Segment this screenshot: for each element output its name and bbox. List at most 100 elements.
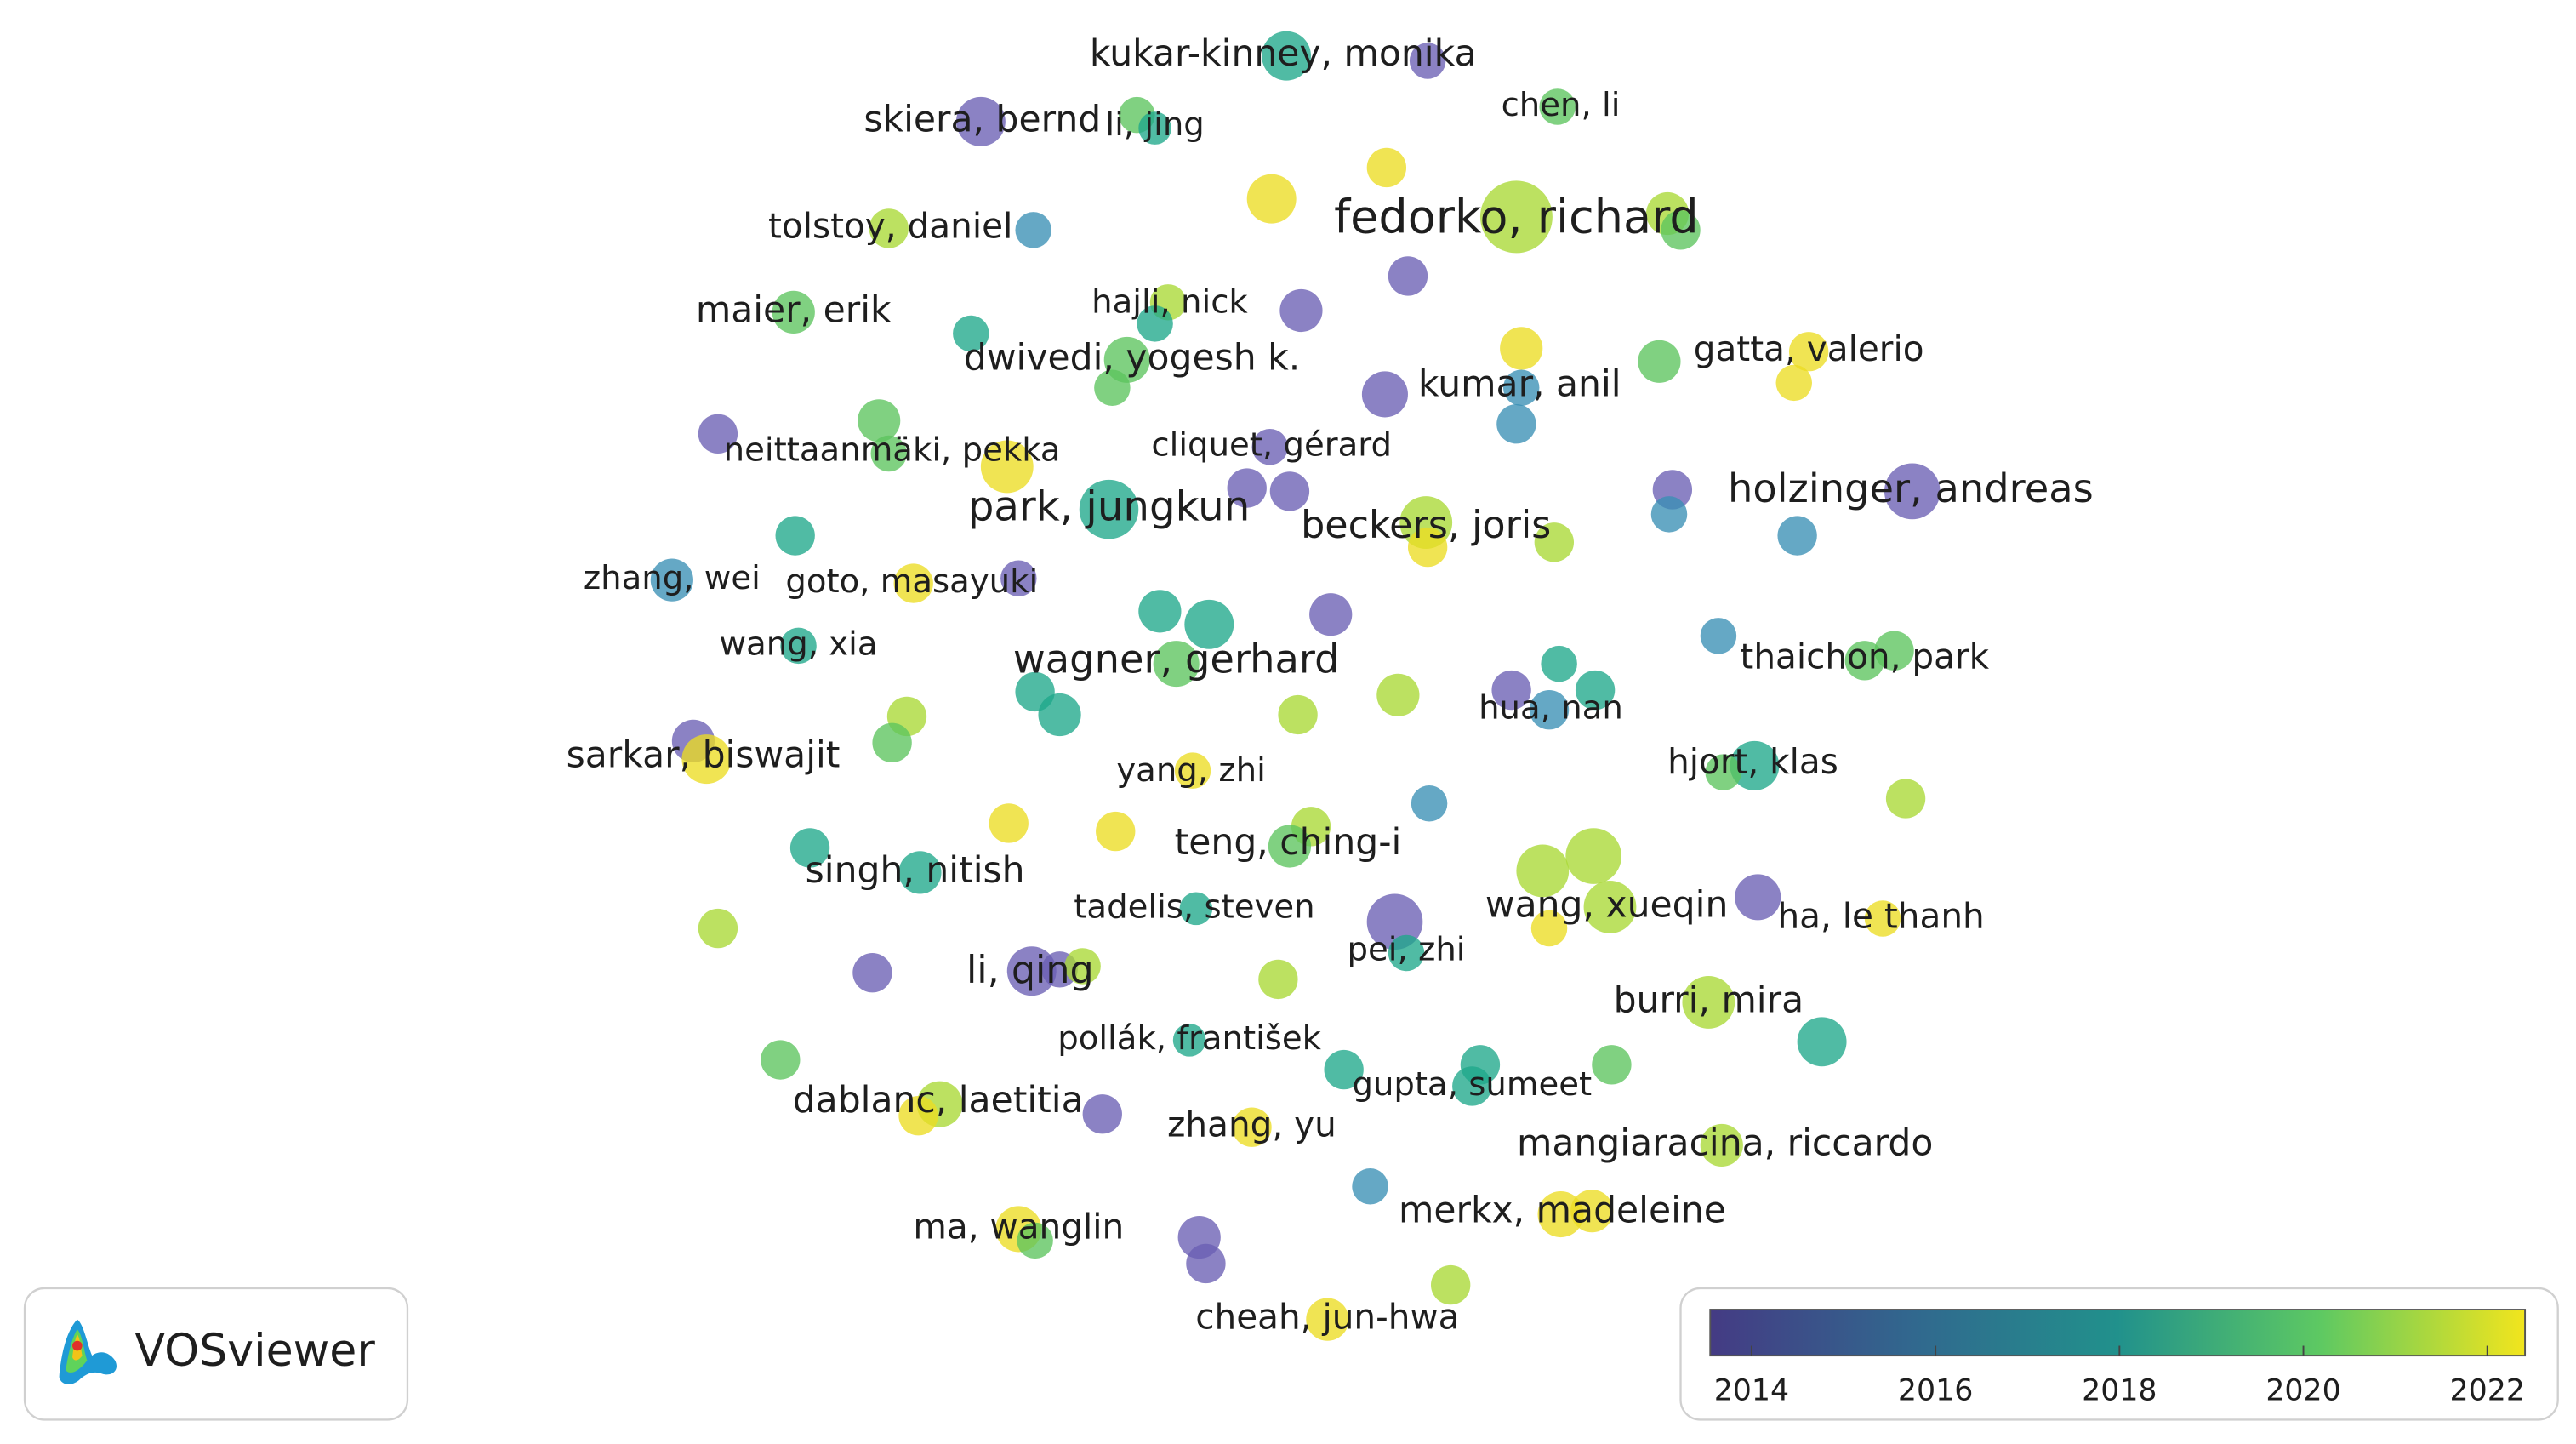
node-layer	[650, 31, 1941, 1341]
node	[1496, 404, 1536, 444]
node	[1179, 892, 1213, 926]
node	[650, 558, 693, 602]
node	[1638, 340, 1681, 383]
node	[1361, 371, 1408, 418]
node	[1324, 1049, 1364, 1090]
node-label: li, qing	[966, 949, 1094, 992]
node-label: wang, xia	[720, 625, 878, 663]
node	[1409, 43, 1446, 79]
node	[1700, 1123, 1743, 1167]
node	[1491, 670, 1531, 711]
node	[1864, 900, 1901, 937]
node	[1251, 429, 1288, 465]
node	[1000, 560, 1037, 596]
node	[780, 627, 817, 665]
node	[1137, 305, 1173, 342]
node	[898, 1096, 938, 1136]
node	[1777, 516, 1817, 556]
node-label: teng, ching-i	[1175, 822, 1402, 864]
node	[1575, 670, 1616, 711]
node-label: tolstoy, daniel	[768, 205, 1012, 246]
node	[1172, 1024, 1206, 1057]
node	[989, 803, 1029, 843]
brand-box	[23, 1287, 409, 1421]
node	[761, 1040, 801, 1080]
node	[1366, 147, 1407, 188]
node	[1306, 1298, 1349, 1341]
node	[1262, 31, 1312, 81]
color-tick-label: 2016	[1898, 1374, 1973, 1408]
node	[1661, 210, 1701, 250]
node	[1700, 618, 1737, 654]
node	[1534, 522, 1575, 562]
node-label: ma, wanglin	[913, 1206, 1124, 1247]
node	[1539, 88, 1576, 125]
node	[1529, 690, 1570, 730]
node	[1174, 752, 1211, 789]
node	[1082, 1094, 1122, 1134]
node	[1479, 180, 1553, 254]
node	[1735, 874, 1781, 921]
node	[898, 851, 942, 894]
node-label: neittaanmäki, pekka	[724, 431, 1061, 470]
node-label: pei, zhi	[1348, 931, 1466, 969]
node	[1884, 463, 1941, 520]
color-tick-label: 2014	[1714, 1374, 1789, 1408]
node	[852, 953, 892, 993]
node	[1006, 946, 1057, 996]
node	[1064, 948, 1101, 985]
node-label: chen, li	[1502, 86, 1621, 124]
node	[1388, 934, 1425, 972]
node-label: kumar, anil	[1418, 363, 1621, 405]
node	[1570, 1190, 1614, 1233]
node	[1583, 881, 1637, 933]
node	[681, 734, 732, 785]
node-label: goto, masayuki	[785, 562, 1038, 601]
node	[698, 414, 738, 454]
node	[1153, 641, 1200, 688]
node	[1268, 825, 1312, 868]
node	[1388, 256, 1428, 296]
node	[1502, 369, 1540, 406]
color-tick-label: 2020	[2265, 1374, 2340, 1408]
node	[1797, 1017, 1847, 1067]
node-label: holzinger, andreas	[1728, 465, 2094, 511]
node	[893, 563, 933, 603]
node-label: sarkar, biswajit	[567, 735, 841, 777]
node	[775, 516, 815, 556]
node	[872, 722, 912, 763]
node	[980, 440, 1034, 494]
node-label: cheah, jun-hwa	[1195, 1297, 1459, 1338]
node	[870, 435, 907, 472]
node-label: li, jing	[1105, 106, 1204, 144]
node-label: hjort, klas	[1667, 741, 1838, 782]
node-label: cliquet, gérard	[1151, 426, 1392, 465]
brand-logo	[59, 1319, 117, 1384]
node	[1411, 785, 1448, 822]
node	[1516, 844, 1570, 898]
node-label: beckers, joris	[1301, 504, 1551, 547]
node	[1592, 1045, 1632, 1085]
node	[1278, 694, 1318, 735]
brand-name: VOSviewer	[134, 1326, 375, 1377]
node	[772, 290, 815, 334]
color-tick-label: 2022	[2450, 1374, 2525, 1408]
node	[1138, 590, 1182, 633]
node	[1376, 673, 1420, 716]
node-label: park, jungkun	[968, 483, 1251, 531]
node	[955, 96, 1006, 146]
node-label: tadelis, steven	[1074, 888, 1314, 926]
node	[1650, 496, 1688, 533]
node-label: pollák, františek	[1057, 1019, 1321, 1058]
node	[1541, 645, 1577, 682]
node-label: zhang, yu	[1167, 1104, 1336, 1145]
node	[1352, 1167, 1388, 1205]
node-label: wagner, gerhard	[1013, 636, 1340, 682]
node	[1232, 1107, 1272, 1147]
node	[1138, 111, 1171, 145]
node	[1705, 754, 1741, 790]
node-label: hajli, nick	[1091, 283, 1248, 322]
node	[1184, 599, 1234, 649]
